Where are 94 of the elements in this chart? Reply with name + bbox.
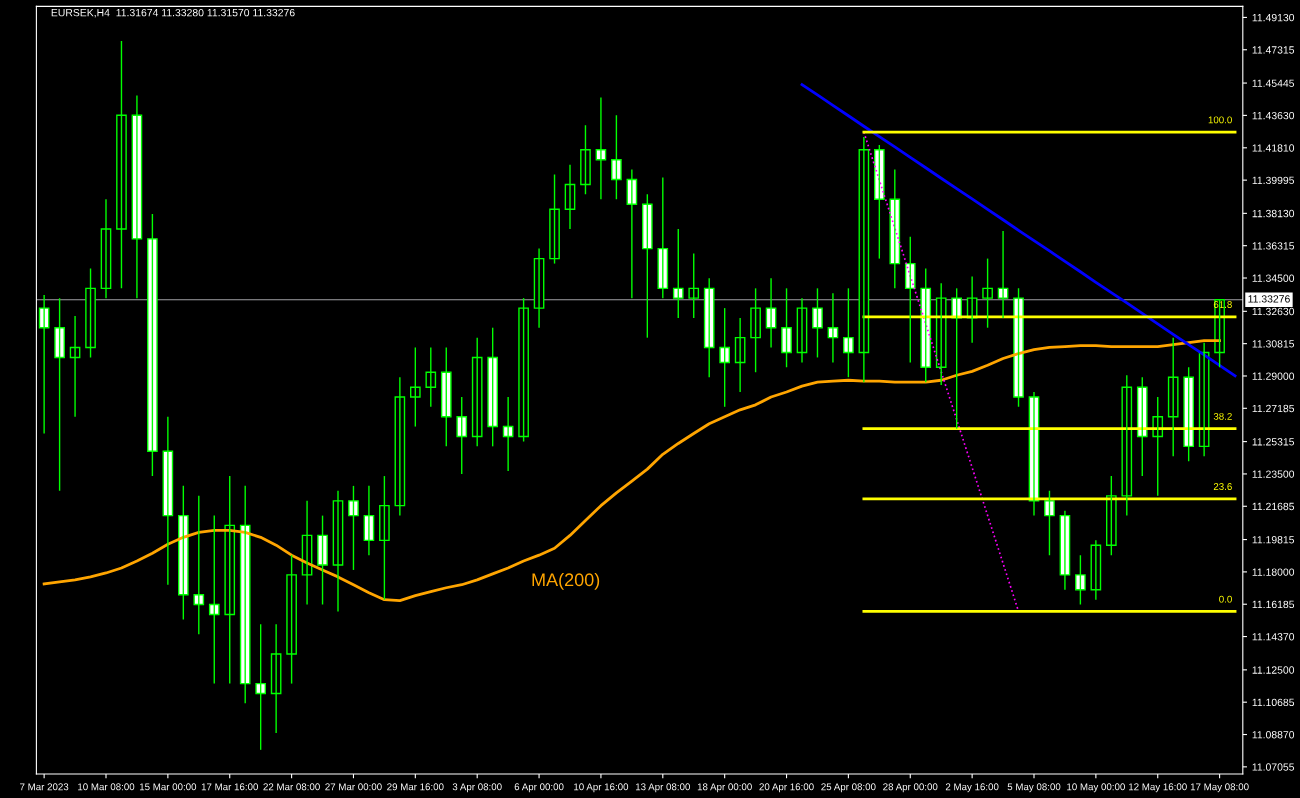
y-tick-label: 11.21685	[1252, 502, 1295, 511]
candlestick	[379, 475, 390, 601]
y-tick-label: 11.10685	[1252, 698, 1295, 707]
candlestick	[456, 396, 468, 475]
x-tick-label: 3 Apr 08:00	[452, 783, 502, 793]
y-tick-label: 11.14370	[1252, 633, 1295, 641]
y-tick-label: 11.25315	[1252, 438, 1295, 446]
x-tick-label: 10 Mar 08:00	[78, 783, 135, 791]
y-tick-label: 11.47315	[1252, 46, 1295, 54]
x-tick-label: 5 May 08:00	[1007, 783, 1061, 793]
series-label: 38.2	[1213, 412, 1232, 420]
candlestick	[85, 267, 96, 359]
candlestick	[549, 173, 560, 265]
x-tick-label: 25 Apr 08:00	[821, 783, 876, 793]
candlestick	[843, 287, 854, 378]
candlestick	[425, 346, 437, 408]
candlestick	[750, 287, 761, 373]
y-tick-label: 11.49130	[1252, 13, 1295, 22]
candlestick	[440, 346, 452, 448]
candlestick	[1167, 336, 1179, 457]
candlestick	[1044, 490, 1055, 556]
y-tick-label: 11.12500	[1252, 666, 1295, 674]
candlestick	[255, 623, 267, 751]
y-tick-label: 11.32630	[1252, 307, 1295, 316]
x-tick-label: 2 May 16:00	[945, 783, 999, 793]
candlestick	[719, 307, 731, 408]
y-tick-label: 11.45445	[1252, 79, 1295, 87]
ref-line-label: 11.33276	[1248, 295, 1290, 303]
candlestick	[703, 277, 715, 378]
y-tick-label: 11.07055	[1252, 763, 1295, 771]
y-tick-label: 11.18000	[1252, 568, 1295, 576]
y-tick-label: 11.27185	[1252, 404, 1295, 413]
x-tick-label: 10 May 00:00	[1067, 783, 1125, 793]
x-tick-label: 28 Apr 00:00	[883, 783, 938, 793]
candlestick	[116, 40, 127, 290]
candlestick	[812, 287, 823, 359]
line-series	[800, 83, 1237, 378]
x-tick-label: 20 Apr 16:00	[759, 783, 814, 793]
x-tick-label: 18 Apr 00:00	[697, 783, 752, 793]
candlestick	[348, 485, 359, 571]
x-tick-label: 17 Mar 16:00	[201, 783, 258, 791]
candlestick	[487, 327, 499, 448]
x-tick-label: 12 May 16:00	[1129, 783, 1187, 793]
candlestick	[54, 297, 65, 492]
candlestick	[147, 213, 158, 477]
x-tick-label: 15 Mar 00:00	[139, 783, 197, 791]
y-tick-label: 11.08870	[1252, 731, 1295, 739]
y-tick-label: 11.43630	[1252, 111, 1295, 120]
x-tick-label: 17 May 08:00	[1190, 783, 1249, 793]
y-tick-label: 11.38130	[1252, 209, 1295, 218]
candlestick	[518, 297, 529, 443]
x-tick-label: 6 Apr 00:00	[514, 783, 564, 793]
candlestick	[208, 514, 220, 685]
candlestick	[1121, 374, 1133, 517]
candlestick	[611, 114, 622, 200]
candlestick	[657, 176, 669, 299]
candlestick	[317, 514, 328, 606]
candlestick	[641, 193, 653, 339]
candlestick	[935, 282, 947, 386]
candlestick	[688, 252, 700, 319]
x-tick-label: 27 Mar 00:00	[325, 783, 382, 791]
y-tick-label: 11.41810	[1252, 144, 1295, 152]
x-tick-label: 13 Apr 08:00	[635, 783, 690, 793]
candlestick	[409, 346, 421, 428]
y-tick-label: 11.16185	[1252, 600, 1295, 609]
series-label: 23.6	[1213, 483, 1232, 491]
y-tick-label: 11.39995	[1252, 176, 1295, 185]
x-tick-label: 7 Mar 2023	[20, 783, 69, 791]
candlestick	[224, 475, 236, 685]
x-tick-label: 10 Apr 16:00	[574, 783, 629, 793]
candlestick	[873, 144, 885, 260]
series-label: 100.0	[1208, 116, 1232, 124]
candlestick	[177, 485, 189, 621]
candlestick	[580, 124, 591, 195]
candlestick	[781, 287, 792, 368]
series-label: 0.0	[1219, 595, 1232, 603]
annotation: MA(200)	[532, 572, 600, 590]
candlestick	[672, 228, 684, 319]
candlestick	[889, 168, 901, 290]
y-tick-label: 11.36315	[1252, 242, 1295, 250]
y-tick-label: 11.19815	[1252, 536, 1295, 544]
candlestick	[286, 554, 297, 685]
candlestick	[1075, 554, 1086, 606]
y-tick-label: 11.30815	[1252, 340, 1295, 348]
y-tick-label: 11.34500	[1252, 274, 1295, 282]
candlestick	[193, 495, 205, 635]
candlestick	[982, 257, 993, 329]
y-tick-label: 11.23500	[1252, 470, 1295, 478]
candlestick	[471, 336, 483, 448]
y-tick-label: 11.29000	[1252, 372, 1295, 380]
x-tick-label: 22 Mar 08:00	[263, 783, 320, 791]
chart-title: EURSEK,H4 11.31674 11.33280 11.31570 11.33276	[51, 8, 295, 18]
candlestick	[239, 485, 251, 705]
x-tick-label: 29 Mar 16:00	[387, 783, 444, 791]
